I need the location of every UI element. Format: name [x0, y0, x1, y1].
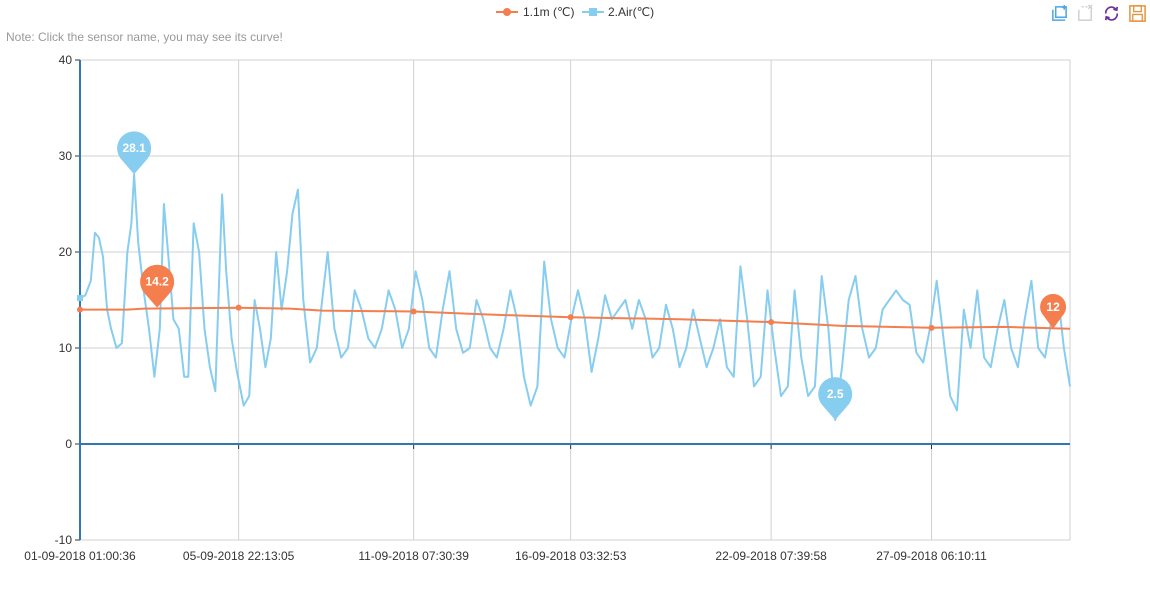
y-tick-label: 40 [59, 53, 73, 67]
grid [80, 59, 1071, 541]
mark-point-pin: 14.2 [140, 264, 175, 308]
zoom-icon[interactable] [1050, 4, 1069, 23]
data-point-marker [410, 308, 417, 315]
y-tick-label: 20 [59, 245, 73, 259]
x-tick-label: 01-09-2018 01:00:36 [24, 549, 136, 563]
mark-point-pin: 12 [1040, 293, 1067, 329]
y-tick-label: 0 [65, 437, 72, 451]
pin-shape [140, 264, 175, 308]
x-tick-label: 11-09-2018 07:30:39 [358, 549, 469, 563]
series-line-2-air [79, 173, 1071, 421]
x-tick-label: 22-09-2018 07:39:58 [715, 549, 827, 563]
mark-points: 14.2 12 28.1 2.5 [117, 131, 1067, 420]
toolbox [1050, 4, 1147, 23]
legend: 1.1m (℃) 2.Air(℃) [496, 5, 654, 19]
data-point-marker [235, 304, 242, 311]
legend-label: 2.Air(℃) [608, 5, 654, 19]
series-line-1-1m [80, 306, 1071, 330]
legend-item-2-air[interactable]: 2.Air(℃) [582, 5, 654, 19]
note-text: Note: Click the sensor name, you may see… [6, 30, 283, 44]
data-point-marker [76, 295, 83, 302]
mark-point-pin: 28.1 [117, 131, 152, 175]
legend-item-1-1m[interactable]: 1.1m (℃) [496, 5, 574, 19]
data-point-marker [77, 306, 83, 313]
pin-label: 2.5 [827, 387, 844, 401]
legend-swatch-marker [503, 8, 511, 16]
legend-label: 1.1m (℃) [523, 5, 574, 19]
x-tick-label: 27-09-2018 06:10:11 [876, 549, 987, 563]
y-tick-label: -10 [55, 533, 73, 547]
mark-point-pin: 2.5 [818, 377, 853, 420]
pin-label: 14.2 [145, 275, 169, 289]
pin-label: 12 [1046, 300, 1060, 314]
pin-shape [1040, 293, 1067, 329]
pin-shape [117, 131, 152, 175]
save-image-icon[interactable] [1128, 4, 1147, 23]
data-point-marker [768, 319, 775, 326]
zoom-reset-icon[interactable] [1076, 4, 1095, 23]
pin-shape [818, 377, 853, 420]
y-tick-label: 30 [59, 149, 73, 163]
refresh-icon[interactable] [1102, 4, 1121, 23]
y-tick-label: 10 [59, 341, 73, 355]
legend-swatch-marker [589, 8, 597, 16]
x-tick-label: 05-09-2018 22:13:05 [183, 549, 295, 563]
x-tick-label: 16-09-2018 03:32:53 [515, 549, 627, 563]
axes: 40 30 20 10 0 -10 01-09-2018 01:00:36 05-09-201… [24, 53, 1070, 563]
series-layer [76, 173, 1071, 421]
pin-label: 28.1 [122, 141, 146, 155]
data-point-marker [928, 324, 935, 331]
data-point-marker [567, 314, 574, 321]
